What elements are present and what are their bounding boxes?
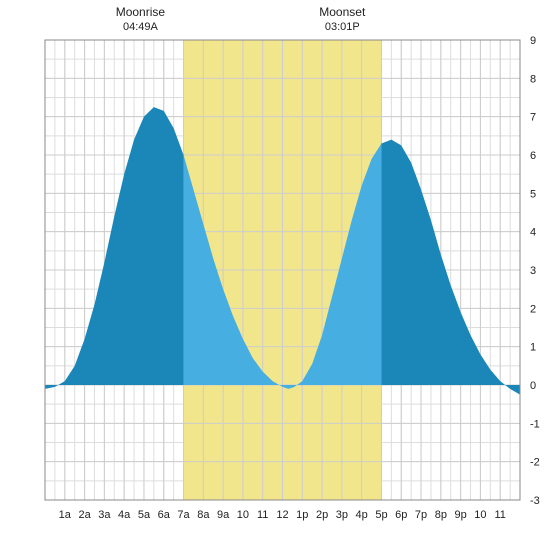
x-tick-label: 2p <box>316 509 328 521</box>
y-tick-label: 0 <box>530 380 536 392</box>
x-tick-label: 7p <box>415 509 427 521</box>
y-tick-label: -1 <box>530 418 540 430</box>
y-tick-label: 7 <box>530 112 536 124</box>
x-tick-label: 10 <box>474 509 486 521</box>
x-tick-label: 6p <box>395 509 407 521</box>
x-tick-label: 4a <box>118 509 131 521</box>
y-tick-label: 5 <box>530 188 536 200</box>
chart-svg: 1a2a3a4a5a6a7a8a9a1011121p2p3p4p5p6p7p8p… <box>0 0 550 550</box>
y-tick-label: 2 <box>530 303 536 315</box>
y-tick-label: 4 <box>530 227 536 239</box>
x-tick-label: 6a <box>158 509 171 521</box>
x-tick-label: 8a <box>197 509 210 521</box>
y-tick-label: 1 <box>530 342 536 354</box>
y-tick-label: -3 <box>530 495 540 507</box>
x-tick-label: 2a <box>78 509 91 521</box>
x-tick-label: 5a <box>138 509 151 521</box>
moonset-label: Moonset <box>319 5 366 19</box>
x-tick-label: 12 <box>276 509 288 521</box>
x-tick-label: 9a <box>217 509 230 521</box>
x-tick-label: 7a <box>177 509 190 521</box>
moonrise-time: 04:49A <box>123 21 159 33</box>
x-tick-label: 1p <box>296 509 308 521</box>
x-tick-label: 5p <box>375 509 387 521</box>
x-tick-label: 3a <box>98 509 111 521</box>
y-tick-label: 8 <box>530 73 536 85</box>
x-tick-label: 1a <box>59 509 72 521</box>
x-tick-label: 8p <box>435 509 447 521</box>
x-tick-label: 3p <box>336 509 348 521</box>
x-tick-label: 11 <box>494 509 505 521</box>
tide-chart: 1a2a3a4a5a6a7a8a9a1011121p2p3p4p5p6p7p8p… <box>0 0 550 550</box>
y-tick-label: -2 <box>530 457 540 469</box>
moonset-time: 03:01P <box>325 21 360 33</box>
y-tick-label: 6 <box>530 150 536 162</box>
y-tick-label: 9 <box>530 35 536 47</box>
x-tick-label: 11 <box>257 509 268 521</box>
y-tick-label: 3 <box>530 265 536 277</box>
x-tick-label: 9p <box>455 509 467 521</box>
x-tick-label: 10 <box>237 509 249 521</box>
moonrise-label: Moonrise <box>116 5 166 19</box>
x-tick-label: 4p <box>356 509 368 521</box>
